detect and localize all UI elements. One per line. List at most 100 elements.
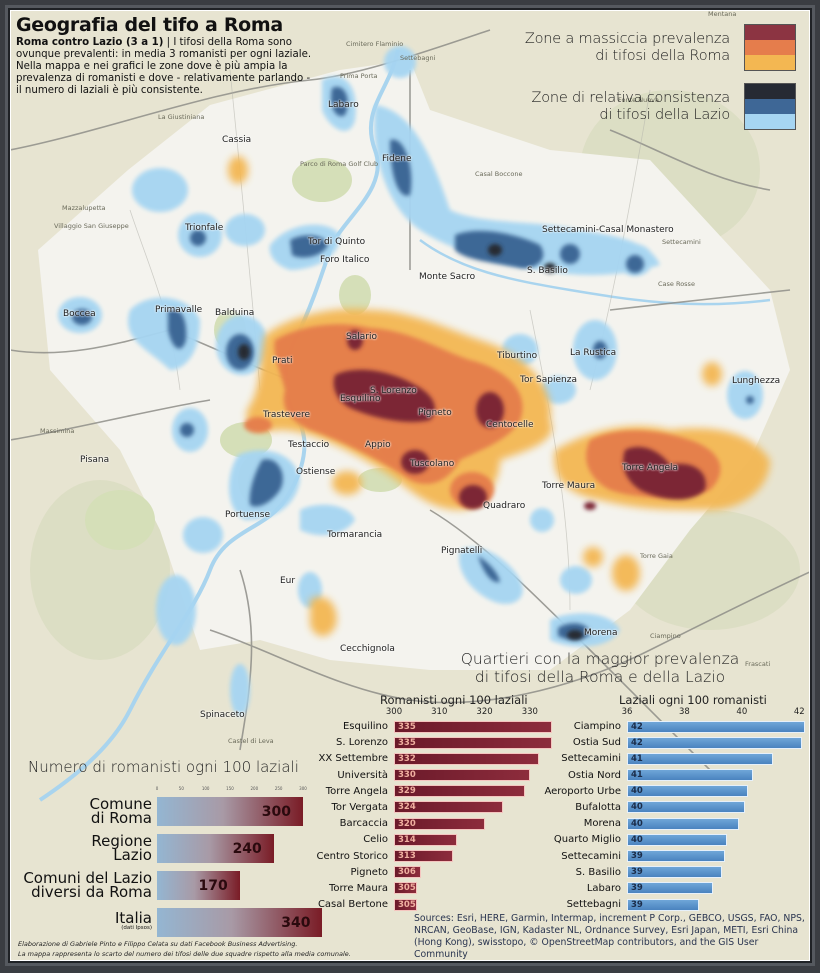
- numero-bar-label-line: Lazio: [113, 846, 152, 864]
- axis-tick: 36: [621, 707, 633, 717]
- map-place-label: Tuscolano: [410, 459, 455, 469]
- map-place-label: Tormarancia: [327, 530, 383, 540]
- map-place-label: Tiburtino: [497, 351, 538, 361]
- title-block: Geografia del tifo a Roma Roma contro La…: [16, 14, 316, 97]
- bar-row: Aeroporto Urbe 40: [544, 784, 807, 799]
- numero-bar: 340: [157, 908, 323, 937]
- bar-row: Torre Angela 329: [326, 784, 564, 799]
- map-place-label: Parco di Roma Golf Club: [300, 160, 379, 168]
- bar-row: Centro Storico 313: [317, 849, 564, 864]
- map-place-label: Monte Sacro: [419, 272, 476, 282]
- swatch-lazio-dark: [745, 84, 795, 99]
- quartieri-title-line1: Quartieri con la maggior prevalenza: [460, 650, 740, 668]
- bar-value: 335: [398, 737, 416, 748]
- bar-row: Settecamini 39: [561, 849, 807, 864]
- map-place-label: Quadraro: [483, 501, 526, 511]
- bar-value: 40: [631, 834, 643, 845]
- map-place-label: Settebagni: [400, 54, 436, 62]
- axis-tick: 50: [178, 786, 184, 791]
- map-place-label: La Rustica: [570, 348, 617, 358]
- map-place-label: Trionfale: [185, 223, 224, 233]
- map-place-label: Fonte Nuova: [618, 96, 660, 104]
- bar-value: 335: [398, 721, 416, 732]
- numero-bar-label: Comune di Roma: [89, 795, 152, 827]
- romanisti-bar-chart: Romanisti ogni 100 laziali 300 310 320 330 …: [317, 693, 564, 913]
- map-place-label: Castel di Leva: [228, 737, 274, 745]
- map-place-label: Torre Maura: [542, 481, 596, 491]
- bar: 42: [627, 736, 803, 749]
- swatch-lazio-light: [745, 114, 795, 129]
- bar-value: 305: [398, 899, 416, 910]
- bar-row: Esquilino 335: [343, 719, 564, 734]
- axis-tick: 42: [793, 707, 805, 717]
- bar: 40: [627, 801, 745, 814]
- axis-tick: 320: [476, 707, 493, 717]
- map-place-label: Boccea: [63, 309, 96, 319]
- map-place-label: Torre Angela: [622, 463, 679, 473]
- legend-roma-line1: Zone a massiccia prevalenza: [524, 30, 730, 47]
- numero-bar-value: 240: [232, 840, 262, 857]
- bar-row: Tor Vergata 324: [332, 800, 564, 815]
- bar-category-label: Settebagni: [566, 899, 621, 911]
- bar-value: 306: [398, 867, 416, 878]
- map-place-label: Torre Gaia: [640, 552, 673, 560]
- map-place-label: Settecamini: [662, 238, 701, 246]
- bar-category-label: Aeroporto Urbe: [544, 785, 621, 797]
- bar-row: S. Basilio 39: [576, 865, 807, 880]
- map-place-label: Lunghezza: [732, 376, 781, 386]
- map-legend: Zone a massiccia prevalenza di tifosi de…: [476, 24, 796, 142]
- bar-category-label: Celio: [363, 834, 388, 846]
- bar-value: 42: [631, 737, 643, 748]
- legend-roma-label: Zone a massiccia prevalenza di tifosi de…: [525, 31, 730, 65]
- legend-roma-line2: di tifosi della Roma: [595, 47, 730, 64]
- numero-bar-label-line: di Roma: [90, 809, 152, 827]
- bar-value: 330: [398, 770, 416, 781]
- map-place-label: Cassia: [222, 135, 252, 145]
- bar-category-label: Torre Maura: [328, 882, 388, 894]
- bar-value: 329: [398, 786, 416, 797]
- map-place-label: Eur: [280, 576, 296, 586]
- bar-category-label: Tor Vergata: [331, 801, 389, 813]
- map-place-label: Massimina: [40, 427, 75, 435]
- numero-bar-label: Comuni del Lazio diversi da Roma: [23, 871, 152, 901]
- bar-value: 332: [398, 753, 416, 764]
- numero-bar-label: Italia (dati Ipsos): [115, 911, 152, 932]
- bar-row: S. Lorenzo 335: [336, 735, 564, 750]
- map-place-label: S. Lorenzo: [370, 386, 417, 396]
- bar: 39: [627, 898, 699, 911]
- bar-category-label: Esquilino: [342, 721, 388, 732]
- swatch-roma-dark: [745, 25, 795, 40]
- map-place-label: Frascati: [745, 660, 771, 668]
- axis-tick: 330: [521, 707, 538, 717]
- numero-chart-axis: 0 50 100 150 200 250 300: [156, 786, 307, 794]
- bar-category-label: S. Basilio: [575, 866, 621, 878]
- axis-tick: 300: [385, 707, 403, 717]
- bar: 41: [627, 769, 754, 782]
- bar-row: Settecamini 41: [561, 751, 807, 766]
- bar-category-label: Ostia Sud: [572, 737, 621, 749]
- bar-row: Labaro 39: [587, 881, 807, 896]
- bar: 39: [627, 850, 725, 862]
- bar-category-label: Quarto Miglio: [553, 834, 621, 846]
- bar: 314: [394, 833, 458, 846]
- bar-value: 320: [398, 818, 416, 829]
- bar-category-label: Bufalotta: [575, 801, 621, 813]
- legend-lazio-line2: di tifosi della Lazio: [599, 106, 730, 123]
- bar-value: 324: [398, 802, 416, 813]
- map-place-label: Esquilino: [340, 394, 381, 404]
- map-place-label: Ostiense: [296, 467, 336, 477]
- numero-bar-label-line: diversi da Roma: [31, 883, 152, 901]
- laziali-bar-chart: Laziali ogni 100 romanisti 36 38 40 42 Ciam…: [544, 693, 807, 913]
- bar-row: Ostia Nord 41: [568, 768, 807, 783]
- map-place-label: La Giustiniana: [158, 113, 205, 121]
- map-place-label: Testaccio: [288, 440, 330, 450]
- bar: 335: [394, 736, 553, 749]
- bar-value: 39: [631, 851, 643, 861]
- bar-value: 41: [631, 770, 643, 781]
- numero-bar-label-line: Comune: [89, 795, 152, 813]
- bar: 335: [394, 720, 553, 733]
- numero-bar-label-line: Regione: [91, 832, 152, 850]
- page-title: Geografia del tifo a Roma: [16, 14, 283, 36]
- map-place-label: Spinaceto: [200, 710, 245, 720]
- bar: 42: [627, 720, 805, 733]
